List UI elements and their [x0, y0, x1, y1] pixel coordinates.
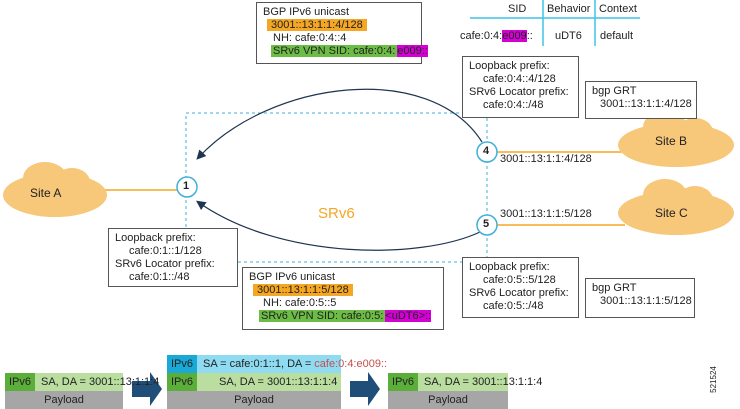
site-c-label: Site C — [655, 206, 688, 220]
table-header-context: Context — [599, 3, 637, 15]
node-5-label: 5 — [483, 218, 490, 230]
bgp-prefix: 3001::13:1:1:5/128 — [253, 284, 353, 296]
node4-info-box: Loopback prefix: cafe:0:4::4/128 SRv6 Loc… — [462, 56, 579, 118]
node5-info-box: Loopback prefix: cafe:0:5::5/128 SRv6 Loc… — [462, 257, 579, 318]
node-1-label: 1 — [183, 180, 190, 192]
node-1-circle — [176, 176, 198, 198]
figure-id: 521524 — [708, 366, 718, 393]
bgp-title: BGP IPv6 unicast — [263, 6, 350, 18]
arrow-icon — [132, 372, 162, 406]
bgp-sid: SRv6 VPN SID: cafe:0:5: — [259, 310, 386, 322]
bgp-sid-function: <uDT6>:: — [385, 310, 432, 322]
route-advertisement-arrow-5 — [196, 200, 481, 251]
site-b-label: Site B — [655, 134, 688, 148]
bottom-bgp-box: BGP IPv6 unicast 3001::13:1:1:5/128 NH: … — [242, 267, 444, 330]
bgp-title: BGP IPv6 unicast — [249, 271, 336, 283]
node4-grt-box: bgp GRT 3001::13:1:1:4/128 — [585, 81, 697, 119]
site-b-prefix: 3001::13:1:1:4/128 — [500, 153, 592, 165]
bgp-next-hop: NH: cafe:0:4::4 — [273, 32, 347, 44]
bgp-prefix: 3001::13:1:1:4/128 — [267, 19, 367, 31]
bgp-sid: SRv6 VPN SID: cafe:0:4: — [271, 45, 398, 57]
route-advertisement-arrow-4 — [196, 88, 483, 160]
table-cell-behavior: uDT6 — [555, 30, 582, 42]
cloud-icon-site-c — [618, 179, 734, 235]
cloud-icon-site-b — [618, 111, 734, 167]
node5-grt-box: bgp GRT 3001::13:1:1:5/128 — [585, 278, 695, 318]
srv6-domain-label: SRv6 — [318, 205, 355, 222]
table-cell-context: default — [600, 30, 634, 42]
cloud-icon-site-a — [3, 162, 107, 217]
top-bgp-box: BGP IPv6 unicast 3001::13:1:1:4/128 NH: … — [256, 2, 428, 64]
site-a-label: Site A — [30, 186, 62, 200]
table-header-sid: SID — [508, 3, 527, 15]
arrow-icon — [350, 372, 380, 406]
table-cell-sid: cafe:0:4:e009:: — [460, 30, 533, 42]
node1-info-box: Loopback prefix: cafe:0:1::1/128 SRv6 Loc… — [108, 228, 238, 287]
site-c-prefix: 3001::13:1:1:5/128 — [500, 208, 592, 220]
table-header-behavior: Behavior — [547, 3, 591, 15]
srv6-domain-border — [185, 112, 488, 263]
node-4-label: 4 — [483, 145, 490, 157]
node-4-circle — [476, 141, 498, 163]
bgp-next-hop: NH: cafe:0:5::5 — [263, 297, 337, 309]
node-5-circle — [476, 214, 498, 236]
bgp-sid-function: e009:: — [397, 45, 428, 57]
